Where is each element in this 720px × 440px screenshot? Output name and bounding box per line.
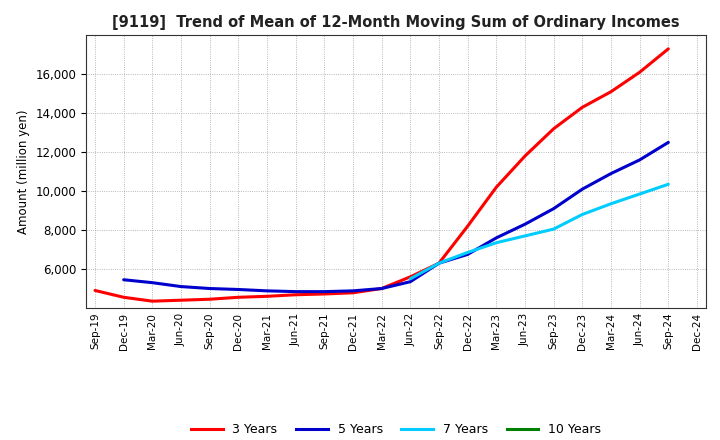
3 Years xyxy=(292,292,300,297)
7 Years xyxy=(607,201,616,206)
7 Years xyxy=(406,276,415,282)
3 Years xyxy=(176,297,185,303)
Title: [9119]  Trend of Mean of 12-Month Moving Sum of Ordinary Incomes: [9119] Trend of Mean of 12-Month Moving … xyxy=(112,15,680,30)
5 Years xyxy=(578,187,587,192)
3 Years xyxy=(91,288,99,293)
3 Years xyxy=(120,295,128,300)
7 Years xyxy=(492,240,500,246)
5 Years xyxy=(664,140,672,145)
3 Years xyxy=(234,295,243,300)
7 Years xyxy=(635,191,644,197)
3 Years xyxy=(549,126,558,132)
5 Years xyxy=(607,171,616,176)
7 Years xyxy=(464,250,472,255)
3 Years xyxy=(406,274,415,279)
5 Years xyxy=(635,157,644,162)
5 Years xyxy=(176,284,185,289)
5 Years xyxy=(120,277,128,282)
5 Years xyxy=(406,279,415,284)
5 Years xyxy=(263,288,271,293)
5 Years xyxy=(292,289,300,294)
3 Years xyxy=(263,293,271,299)
3 Years xyxy=(464,224,472,229)
5 Years xyxy=(521,222,529,227)
5 Years xyxy=(205,286,214,291)
7 Years xyxy=(578,212,587,217)
3 Years xyxy=(521,154,529,159)
3 Years xyxy=(664,46,672,51)
5 Years xyxy=(234,287,243,292)
Line: 5 Years: 5 Years xyxy=(124,143,668,292)
5 Years xyxy=(348,288,357,293)
5 Years xyxy=(148,280,157,285)
5 Years xyxy=(492,235,500,241)
Line: 7 Years: 7 Years xyxy=(410,184,668,279)
3 Years xyxy=(492,184,500,190)
Y-axis label: Amount (million yen): Amount (million yen) xyxy=(17,110,30,234)
Legend: 3 Years, 5 Years, 7 Years, 10 Years: 3 Years, 5 Years, 7 Years, 10 Years xyxy=(186,418,606,440)
3 Years xyxy=(578,105,587,110)
5 Years xyxy=(435,260,444,266)
3 Years xyxy=(320,291,328,297)
Line: 3 Years: 3 Years xyxy=(95,49,668,301)
7 Years xyxy=(549,227,558,232)
3 Years xyxy=(377,286,386,291)
3 Years xyxy=(348,290,357,295)
5 Years xyxy=(549,206,558,211)
3 Years xyxy=(148,299,157,304)
3 Years xyxy=(635,70,644,75)
3 Years xyxy=(607,89,616,94)
5 Years xyxy=(464,252,472,257)
3 Years xyxy=(205,297,214,302)
7 Years xyxy=(664,182,672,187)
7 Years xyxy=(435,260,444,266)
7 Years xyxy=(521,233,529,238)
5 Years xyxy=(320,289,328,294)
3 Years xyxy=(435,260,444,266)
5 Years xyxy=(377,286,386,291)
